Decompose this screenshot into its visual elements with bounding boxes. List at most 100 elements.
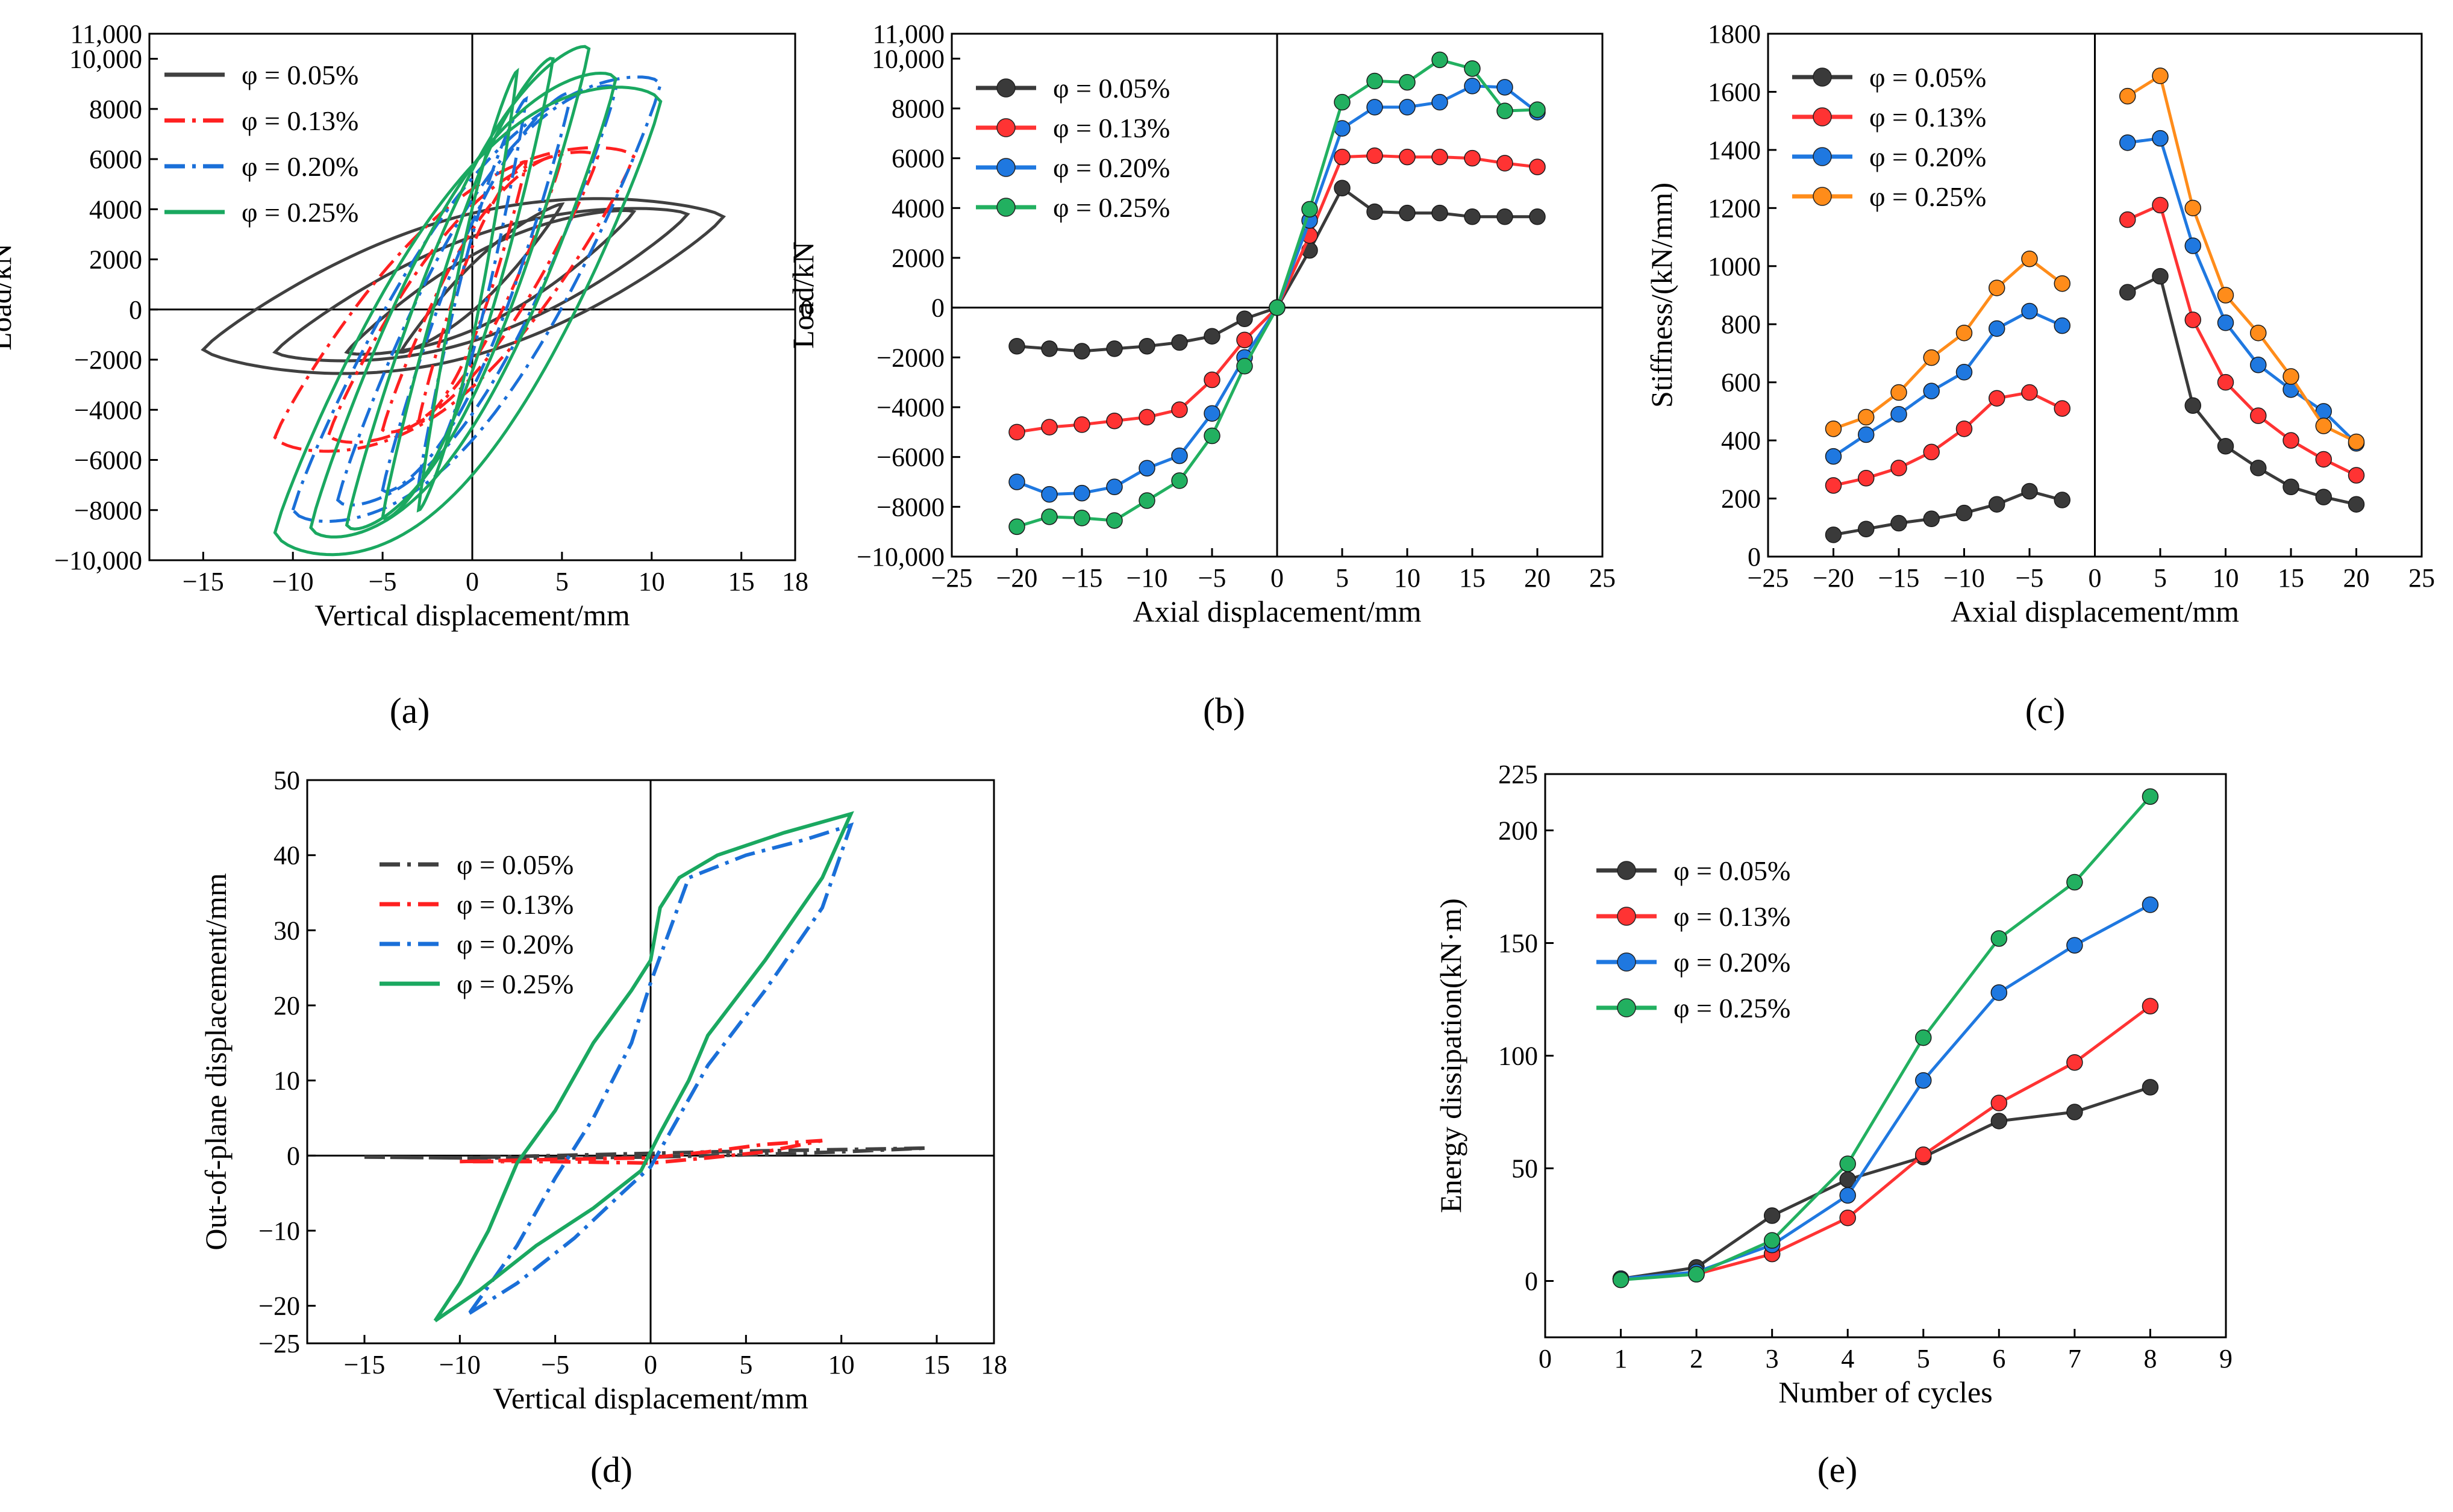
a-x-tick-label: −15 bbox=[183, 567, 224, 596]
b-data-point bbox=[1496, 208, 1513, 225]
c-x-tick-label: −20 bbox=[1813, 563, 1854, 593]
a-x-tick-label: 10 bbox=[639, 567, 665, 596]
b-data-point bbox=[1496, 102, 1513, 119]
c-data-point bbox=[2021, 384, 2038, 401]
b-data-point bbox=[1496, 155, 1513, 172]
b-legend-marker bbox=[996, 158, 1016, 177]
e-data-point bbox=[2142, 998, 2159, 1014]
b-y-tick-label: 2000 bbox=[892, 243, 945, 273]
a-x-axis-label: Vertical displacement/mm bbox=[314, 598, 630, 632]
b-data-point bbox=[1139, 408, 1155, 426]
e-legend-label: φ = 0.13% bbox=[1673, 901, 1790, 932]
e-data-point bbox=[2142, 896, 2159, 913]
b-data-point bbox=[1301, 201, 1318, 218]
d-y-tick-label: 20 bbox=[273, 991, 300, 1020]
c-data-point bbox=[2283, 368, 2299, 385]
c-data-point bbox=[2119, 87, 2136, 105]
d-legend-label: φ = 0.05% bbox=[457, 849, 573, 880]
b-y-tick-label: 4000 bbox=[892, 193, 945, 223]
c-x-tick-label: −5 bbox=[2016, 563, 2044, 593]
c-data-point bbox=[1825, 448, 1842, 465]
e-data-point bbox=[2142, 788, 2159, 805]
panel-d-out-of-plane-vs-vertical-displacement: −15 −10 −5 0 5 10 15 18 −25 −20 −10 0 10 20 30 40 50 Vert… bbox=[199, 766, 1007, 1490]
b-data-point bbox=[1073, 510, 1090, 526]
e-legend-marker bbox=[1617, 998, 1636, 1017]
a-y-tick-label: −4000 bbox=[74, 395, 142, 425]
b-caption: (b) bbox=[1203, 691, 1245, 731]
b-data-point bbox=[1366, 72, 1383, 90]
c-caption: (c) bbox=[2025, 691, 2066, 731]
c-y-tick-label: 1000 bbox=[1708, 252, 1761, 281]
b-data-point bbox=[1399, 73, 1416, 91]
e-data-point bbox=[1990, 930, 2008, 947]
c-y-tick-label: 800 bbox=[1721, 310, 1761, 339]
c-data-point bbox=[2054, 317, 2070, 334]
b-data-point bbox=[1366, 203, 1383, 220]
b-x-tick-label: −15 bbox=[1061, 563, 1103, 593]
e-x-tick-label: 3 bbox=[1766, 1344, 1779, 1373]
c-data-point bbox=[1825, 526, 1842, 543]
b-y-tick-label: −10,000 bbox=[857, 542, 945, 572]
e-x-tick-label: 8 bbox=[2143, 1344, 2157, 1373]
b-y-tick-label: −8000 bbox=[877, 492, 945, 522]
panel-a-load-vs-vertical-displacement: −15 −10 −5 0 5 10 15 18 −10,000 −8000 −6000 −4000 −2… bbox=[0, 19, 813, 731]
c-legend-marker bbox=[1813, 187, 1832, 206]
c-data-point bbox=[1825, 477, 1842, 494]
b-y-tick-label: 8000 bbox=[892, 94, 945, 123]
c-data-point bbox=[1890, 384, 1907, 401]
b-y-tick-label: 11,000 bbox=[873, 19, 945, 49]
c-data-point bbox=[1858, 426, 1875, 443]
b-data-point bbox=[1139, 460, 1155, 477]
a-hysteresis-loop bbox=[201, 197, 727, 375]
b-data-point bbox=[1204, 328, 1220, 345]
e-data-point bbox=[2142, 1079, 2159, 1096]
d-series-curve bbox=[433, 811, 854, 1323]
b-data-point bbox=[1269, 299, 1286, 316]
b-data-point bbox=[1334, 148, 1351, 166]
b-data-point bbox=[1106, 478, 1123, 496]
b-y-tick-label: 6000 bbox=[892, 144, 945, 173]
c-data-point bbox=[1955, 420, 1973, 437]
c-data-point bbox=[2250, 324, 2267, 342]
a-y-tick-label: −8000 bbox=[74, 496, 142, 525]
a-y-axis-label: Load/kN bbox=[0, 243, 17, 351]
e-series-line bbox=[1620, 795, 2152, 1282]
c-data-point bbox=[2217, 373, 2234, 391]
e-x-tick-label: 5 bbox=[1917, 1344, 1930, 1373]
c-series-line bbox=[2126, 73, 2357, 443]
d-legend-label: φ = 0.20% bbox=[457, 929, 573, 960]
b-y-axis-label: Load/kN bbox=[786, 242, 820, 349]
b-data-point bbox=[1464, 60, 1481, 77]
b-data-point bbox=[1041, 340, 1058, 357]
b-legend-label: φ = 0.05% bbox=[1053, 73, 1170, 104]
c-legend-marker bbox=[1813, 67, 1832, 87]
c-y-tick-label: 0 bbox=[1748, 542, 1761, 572]
d-y-tick-label: −20 bbox=[258, 1292, 300, 1321]
c-data-point bbox=[1955, 504, 1973, 522]
a-y-tick-label: −2000 bbox=[74, 345, 142, 375]
c-data-point bbox=[1890, 405, 1907, 423]
e-data-point bbox=[2066, 937, 2083, 954]
b-legend-label: φ = 0.25% bbox=[1053, 192, 1170, 223]
d-y-tick-label: 40 bbox=[273, 841, 300, 870]
e-y-axis-label: Energy dissipation(kN·m) bbox=[1434, 898, 1467, 1213]
d-legend-label: φ = 0.13% bbox=[457, 889, 573, 920]
c-data-point bbox=[2054, 400, 2070, 417]
e-data-point bbox=[1990, 984, 2008, 1001]
c-data-point bbox=[2152, 130, 2169, 147]
c-data-point bbox=[2217, 438, 2234, 455]
d-x-tick-label: 0 bbox=[644, 1350, 657, 1379]
b-data-point bbox=[1334, 180, 1351, 197]
panel-e-energy-vs-cycles: 0 1 2 3 4 5 6 7 8 9 0 50 100 150 200 225 Number of cycle… bbox=[1434, 760, 2233, 1490]
a-zero-extra-label: 0 bbox=[800, 295, 813, 324]
b-data-point bbox=[1366, 99, 1383, 116]
b-data-point bbox=[1171, 401, 1188, 418]
a-hysteresis-loop bbox=[381, 57, 555, 521]
e-y-tick-label: 150 bbox=[1498, 929, 1538, 958]
a-hysteresis-loop bbox=[273, 86, 663, 557]
b-data-point bbox=[1106, 512, 1123, 529]
c-data-point bbox=[1923, 383, 1940, 399]
b-data-point bbox=[1008, 337, 1025, 355]
c-x-tick-label: −25 bbox=[1748, 563, 1789, 593]
